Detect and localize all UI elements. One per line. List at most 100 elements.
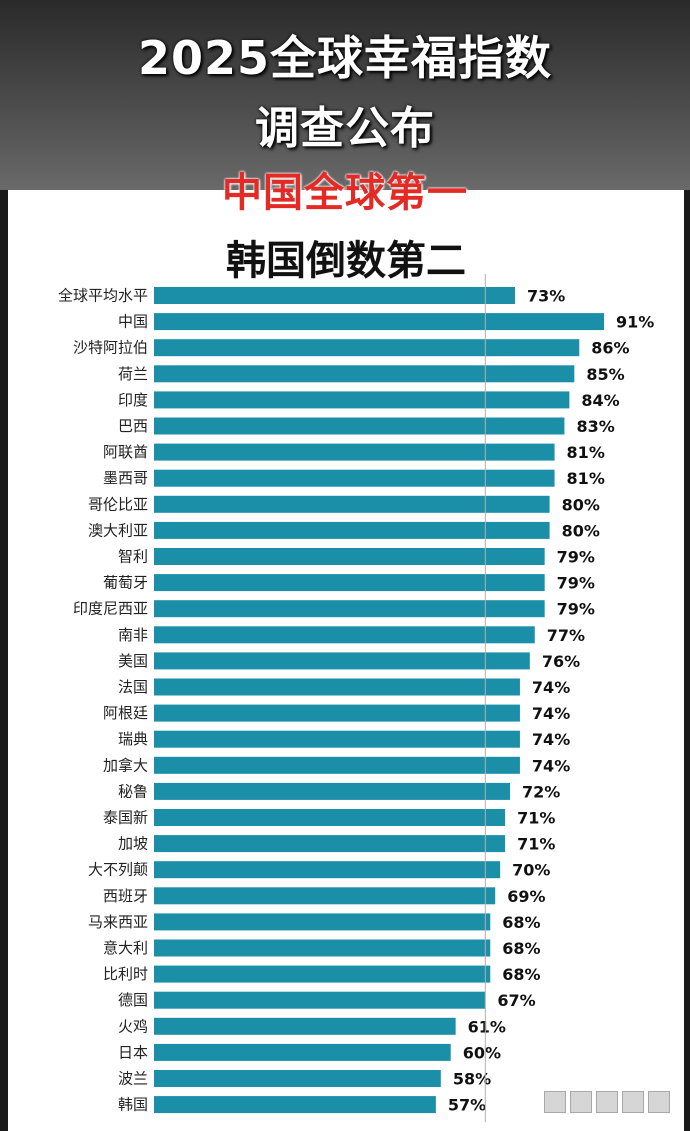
value-label: 68% <box>502 913 540 932</box>
value-label: 69% <box>507 887 545 906</box>
header-band: 2025全球幸福指数 调查公布 <box>0 0 690 190</box>
value-label: 70% <box>512 861 550 880</box>
category-label: 加坡 <box>118 835 148 853</box>
value-label: 79% <box>557 600 595 619</box>
category-label: 波兰 <box>118 1070 148 1088</box>
value-label: 85% <box>586 365 624 384</box>
window-square-icon <box>648 1091 670 1113</box>
bar <box>154 861 501 879</box>
bar <box>154 887 496 905</box>
category-label: 火鸡 <box>118 1017 148 1035</box>
value-label: 74% <box>532 678 570 697</box>
category-label: 美国 <box>118 652 148 670</box>
category-label: 泰国新 <box>103 809 148 827</box>
value-label: 81% <box>567 469 605 488</box>
value-label: 61% <box>468 1017 506 1036</box>
category-label: 意大利 <box>103 939 148 957</box>
bar <box>154 1017 456 1035</box>
bar <box>154 991 486 1009</box>
value-label: 83% <box>576 417 614 436</box>
bar <box>154 548 545 565</box>
value-label: 80% <box>562 495 600 514</box>
bar <box>154 756 520 774</box>
category-label: 德国 <box>118 991 148 1009</box>
bar <box>154 626 535 644</box>
value-label: 68% <box>502 939 540 958</box>
bar <box>154 287 515 304</box>
value-label: 71% <box>517 835 555 854</box>
bar <box>154 600 545 618</box>
category-label: 巴西 <box>118 417 148 435</box>
category-label: 墨西哥 <box>103 469 148 487</box>
value-label: 74% <box>532 756 570 775</box>
bar <box>154 704 520 722</box>
category-label: 南非 <box>118 626 148 644</box>
bar <box>154 391 570 409</box>
value-label: 79% <box>557 548 595 567</box>
value-label: 67% <box>497 991 535 1010</box>
category-label: 印度 <box>118 391 148 409</box>
bar <box>154 443 555 461</box>
value-label: 91% <box>616 313 654 332</box>
window-square-icon <box>596 1091 618 1113</box>
bar <box>154 652 530 670</box>
category-label: 大不列颠 <box>88 861 148 879</box>
category-label: 韩国 <box>118 1096 148 1114</box>
category-label: 加拿大 <box>103 756 148 774</box>
value-label: 80% <box>562 521 600 540</box>
value-label: 73% <box>527 287 565 306</box>
title-line1: 2025全球幸福指数 <box>137 31 553 85</box>
value-label: 68% <box>502 965 540 984</box>
window-square-icon <box>622 1091 644 1113</box>
value-label: 77% <box>547 626 585 645</box>
bar <box>154 809 506 826</box>
category-label: 瑞典 <box>118 730 148 748</box>
category-label: 阿联酋 <box>103 443 148 461</box>
category-label: 马来西亚 <box>88 913 148 931</box>
bar <box>154 339 580 357</box>
value-label: 76% <box>542 652 580 671</box>
value-label: 74% <box>532 730 570 749</box>
bar <box>154 678 520 696</box>
category-label: 比利时 <box>103 965 148 983</box>
bar-chart: 全球平均水平 73% 中国 91% 沙特阿拉伯 86% 荷兰 85% 印度 84% 巴西 83% 阿联酋… <box>58 274 654 1123</box>
category-label: 西班牙 <box>103 887 148 905</box>
chart-panel: 韩国倒数第二 全球平均水平 73% 中国 91% 沙特阿拉伯 86% 荷兰 85% 印度 84% 巴… <box>8 190 684 1131</box>
category-label: 澳大利亚 <box>88 521 148 539</box>
value-label: 72% <box>522 782 560 801</box>
bar <box>154 313 604 331</box>
category-label: 哥伦比亚 <box>88 495 148 513</box>
bar <box>154 495 550 513</box>
value-label: 86% <box>591 339 629 358</box>
category-label: 荷兰 <box>118 365 148 383</box>
value-label: 57% <box>448 1096 486 1115</box>
category-label: 日本 <box>118 1043 148 1061</box>
bar <box>154 469 555 487</box>
value-label: 58% <box>453 1070 491 1089</box>
category-label: 法国 <box>118 678 148 696</box>
bar <box>154 730 520 748</box>
bar <box>154 1043 451 1061</box>
bar <box>154 939 491 957</box>
bar <box>154 574 545 592</box>
bar <box>154 1070 441 1087</box>
window-square-icon <box>544 1091 566 1113</box>
window-square-icon <box>570 1091 592 1113</box>
category-label: 沙特阿拉伯 <box>73 339 148 357</box>
category-label: 葡萄牙 <box>103 574 148 592</box>
bar <box>154 365 575 383</box>
subtitle-red: 中国全球第一 <box>222 170 468 216</box>
category-label: 全球平均水平 <box>58 287 148 305</box>
bar <box>154 417 565 435</box>
value-label: 84% <box>581 391 619 410</box>
category-label: 秘鲁 <box>118 782 148 800</box>
value-label: 79% <box>557 574 595 593</box>
title-line2: 调查公布 <box>255 103 435 154</box>
category-label: 中国 <box>118 313 148 331</box>
bar <box>154 521 550 539</box>
bar <box>154 913 491 931</box>
overlay-icons <box>544 1091 670 1113</box>
category-label: 阿根廷 <box>103 704 148 722</box>
value-label: 71% <box>517 809 555 828</box>
bar <box>154 1096 436 1114</box>
